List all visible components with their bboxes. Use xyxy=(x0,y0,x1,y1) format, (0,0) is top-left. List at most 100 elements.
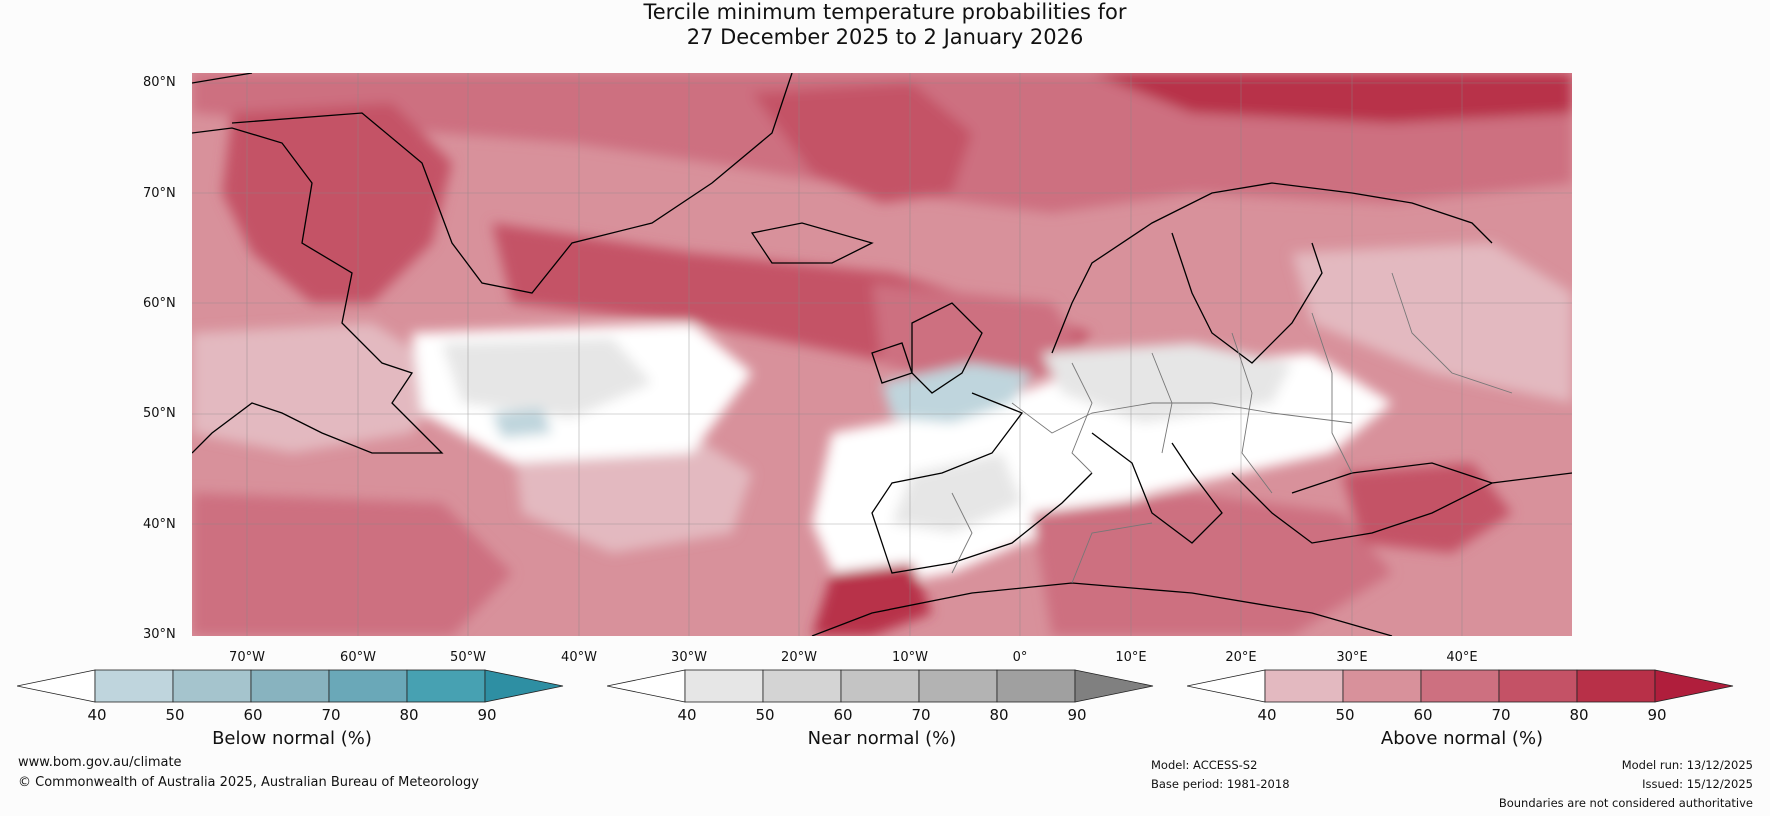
coast-black-sea xyxy=(1291,462,1493,494)
probability-map xyxy=(192,73,1572,636)
lon-label-40w: 40°W xyxy=(561,650,597,665)
coast-italy xyxy=(1091,432,1223,544)
cb-near-tick: 70 xyxy=(911,706,931,724)
lon-label-30w: 30°W xyxy=(671,650,707,665)
cb-below-tick: 70 xyxy=(321,706,341,724)
lat-label-30n: 30°N xyxy=(143,627,176,642)
coast-greenland xyxy=(231,73,793,294)
lon-label-70w: 70°W xyxy=(229,650,265,665)
cb-below-tick: 80 xyxy=(399,706,419,724)
cb-above-segment xyxy=(1420,669,1500,703)
coast-baltic xyxy=(1171,232,1323,364)
lat-label-60n: 60°N xyxy=(143,296,176,311)
below-normal-france xyxy=(882,363,1032,423)
cb-below-tick: 90 xyxy=(477,706,497,724)
footer-base-period: Base period: 1981-2018 xyxy=(1151,777,1290,791)
lon-label-10e: 10°E xyxy=(1115,650,1147,665)
cb-above-low-arrow xyxy=(1187,669,1266,703)
cb-below-tick: 60 xyxy=(243,706,263,724)
above-80-greenland-east xyxy=(752,83,972,203)
title-line-2: 27 December 2025 to 2 January 2026 xyxy=(686,25,1084,49)
cb-near-segment xyxy=(762,669,842,703)
above-80-greenland-west xyxy=(222,103,452,303)
title-line-1: Tercile minimum temperature probabilitie… xyxy=(643,0,1127,24)
cb-above-segment xyxy=(1342,669,1422,703)
cb-near-tick: 60 xyxy=(833,706,853,724)
colorbar-above-normal xyxy=(1187,669,1734,703)
cb-above-tick: 70 xyxy=(1491,706,1511,724)
colorbar-near-normal xyxy=(607,669,1154,703)
cb-near-segment xyxy=(996,669,1076,703)
footer-copyright: © Commonwealth of Australia 2025, Austra… xyxy=(18,775,479,790)
cb-below-segment xyxy=(250,669,330,703)
lat-label-50n: 50°N xyxy=(143,406,176,421)
cb-below-low-arrow xyxy=(17,669,96,703)
cb-above-tick: 80 xyxy=(1569,706,1589,724)
cb-near-low-arrow xyxy=(607,669,686,703)
coast-ireland xyxy=(871,342,913,384)
cb-near-tick: 50 xyxy=(755,706,775,724)
cb-above-tick: 90 xyxy=(1647,706,1667,724)
cb-near-title: Near normal (%) xyxy=(807,728,957,749)
cb-near-tick: 80 xyxy=(989,706,1009,724)
lat-label-70n: 70°N xyxy=(143,186,176,201)
cb-below-segment xyxy=(328,669,408,703)
cb-above-segment xyxy=(1576,669,1656,703)
above-70-north-sea xyxy=(872,283,1092,393)
colorbar-below-normal xyxy=(17,669,564,703)
footer-model: Model: ACCESS-S2 xyxy=(1151,758,1258,772)
near-normal-50-north-atlantic xyxy=(442,338,652,418)
graticule xyxy=(192,73,1572,636)
footer-disclaimer: Boundaries are not considered authoritat… xyxy=(1498,796,1753,810)
above-40-labrador xyxy=(192,323,452,453)
lon-label-30e: 30°E xyxy=(1336,650,1368,665)
cb-below-high-arrow xyxy=(484,669,564,703)
lat-label-40n: 40°N xyxy=(143,517,176,532)
lon-label-60w: 60°W xyxy=(340,650,376,665)
lon-label-10w: 10°W xyxy=(892,650,928,665)
cb-above-segment xyxy=(1498,669,1578,703)
lon-label-20e: 20°E xyxy=(1225,650,1257,665)
cb-below-segment xyxy=(406,669,486,703)
map-title: Tercile minimum temperature probabilitie… xyxy=(0,0,1770,50)
lon-label-0: 0° xyxy=(1012,650,1028,665)
cb-above-tick: 40 xyxy=(1257,706,1277,724)
near-normal-50-iberia xyxy=(892,453,1022,533)
lat-label-80n: 80°N xyxy=(143,75,176,90)
cb-above-segment xyxy=(1264,669,1344,703)
coast-iberia-france xyxy=(871,392,1093,574)
cb-below-tick: 40 xyxy=(87,706,107,724)
above-90-svalbard xyxy=(1092,73,1572,123)
cb-above-tick: 60 xyxy=(1413,706,1433,724)
cb-below-title: Below normal (%) xyxy=(212,728,372,749)
cb-below-segment xyxy=(172,669,252,703)
cb-above-high-arrow xyxy=(1654,669,1734,703)
lon-label-20w: 20°W xyxy=(781,650,817,665)
above-70-north-africa xyxy=(1032,493,1392,636)
below-normal-atlantic xyxy=(492,408,552,438)
above-90-morocco xyxy=(812,563,932,636)
cb-near-tick: 40 xyxy=(677,706,697,724)
cb-near-segment xyxy=(918,669,998,703)
coast-scandinavia xyxy=(1051,182,1493,354)
coast-canada xyxy=(192,73,444,454)
cb-above-title: Above normal (%) xyxy=(1380,728,1544,749)
country-borders xyxy=(951,272,1513,584)
cb-below-segment xyxy=(94,669,174,703)
cb-near-high-arrow xyxy=(1074,669,1154,703)
cb-above-tick: 50 xyxy=(1335,706,1355,724)
cb-below-tick: 50 xyxy=(165,706,185,724)
footer-model-run: Model run: 13/12/2025 xyxy=(1621,758,1753,772)
above-80-turkey xyxy=(1342,463,1512,553)
cb-near-segment xyxy=(840,669,920,703)
near-normal-50-central-europe xyxy=(1042,343,1292,423)
lon-label-40e: 40°E xyxy=(1446,650,1478,665)
footer-website: www.bom.gov.au/climate xyxy=(18,755,182,770)
lon-label-50w: 50°W xyxy=(450,650,486,665)
footer-issued: Issued: 15/12/2025 xyxy=(1642,777,1753,791)
above-70-subtropical-west xyxy=(192,493,512,636)
cb-near-tick: 90 xyxy=(1067,706,1087,724)
coast-iceland xyxy=(750,222,874,264)
cb-near-segment xyxy=(684,669,764,703)
above-40-russia xyxy=(1292,243,1572,403)
